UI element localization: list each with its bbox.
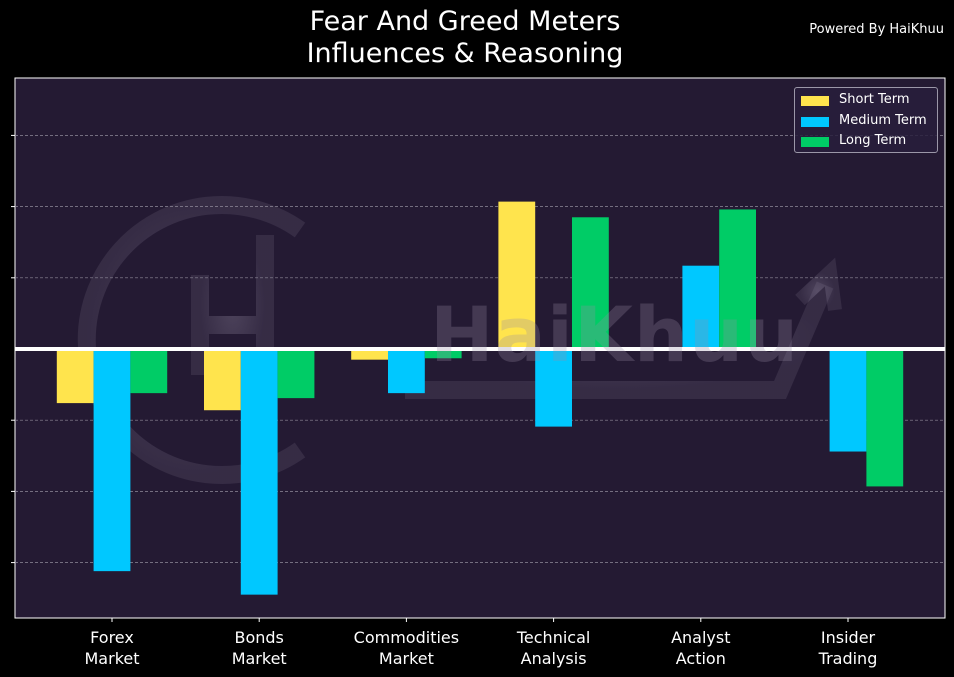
- legend-swatch: [801, 96, 829, 106]
- bar-medium-term: [388, 349, 425, 394]
- bar-medium-term: [682, 265, 720, 349]
- bar-short-term: [351, 349, 388, 360]
- x-tick-label: Bonds Market: [189, 627, 329, 669]
- bar-short-term: [498, 201, 536, 349]
- bar-long-term: [277, 349, 315, 399]
- bar-long-term: [719, 209, 756, 349]
- x-tick-label-line: Analyst: [671, 628, 731, 647]
- legend-label: Long Term: [839, 133, 907, 148]
- x-tick-label-line: Forex: [90, 628, 134, 647]
- x-tick-label-line: Trading: [818, 649, 878, 668]
- bar-long-term: [130, 349, 168, 394]
- bar-short-term: [204, 349, 241, 411]
- bar-short-term: [56, 349, 94, 404]
- x-tick-label-line: Action: [675, 649, 726, 668]
- x-tick-label: Technical Analysis: [484, 627, 624, 669]
- x-tick-label-line: Commodities: [353, 628, 460, 647]
- bar-long-term: [866, 349, 904, 487]
- powered-by-label: Powered By HaiKhuu: [809, 22, 944, 37]
- x-tick-label-line: Market: [84, 649, 140, 668]
- chart-subtitle: Influences & Reasoning: [306, 38, 624, 69]
- legend-swatch: [801, 137, 829, 147]
- bar-medium-term: [829, 349, 867, 452]
- legend-label: Short Term: [839, 92, 910, 107]
- x-tick-label-line: Market: [231, 649, 287, 668]
- legend-swatch: [801, 116, 829, 127]
- bar-long-term: [572, 217, 609, 349]
- chart-title: Fear And Greed Meters: [309, 6, 621, 37]
- bar-medium-term: [93, 349, 131, 572]
- x-tick-label: Commodities Market: [336, 627, 476, 669]
- watermark-logo: [77, 196, 842, 484]
- x-tick-label: Analyst Action: [631, 627, 771, 669]
- x-tick-label-line: Bonds: [234, 628, 284, 647]
- watermark-text: HaiKhuu: [430, 290, 800, 379]
- x-tick-label-line: Technical: [516, 628, 591, 647]
- bar-medium-term: [535, 349, 572, 427]
- bar-medium-term: [240, 349, 278, 595]
- x-tick-label-line: Market: [378, 649, 434, 668]
- x-tick-label-line: Insider: [820, 628, 876, 647]
- x-tick-label-line: Analysis: [520, 649, 587, 668]
- legend: Short Term Medium Term Long Term: [794, 87, 938, 153]
- legend-label: Medium Term: [839, 112, 927, 128]
- bar-long-term: [424, 349, 462, 359]
- x-tick-label: Insider Trading: [778, 627, 918, 669]
- x-tick-label: Forex Market: [42, 627, 182, 669]
